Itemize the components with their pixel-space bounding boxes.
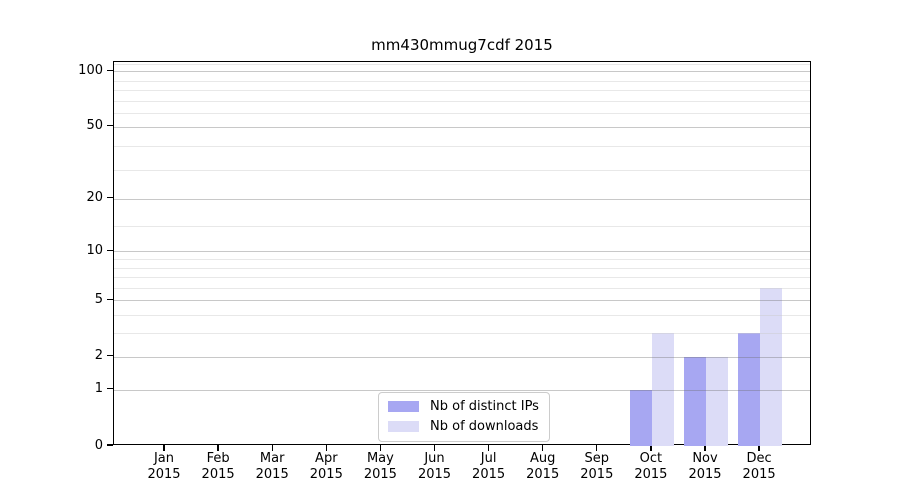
minor-gridline: [114, 287, 810, 289]
x-tick-label-sep: Sep 2015: [580, 451, 614, 482]
x-tick-mark-apr: [325, 445, 327, 451]
x-tick-mark-aug: [542, 445, 544, 451]
minor-gridline: [114, 80, 810, 82]
x-tick-label-nov: Nov 2015: [688, 451, 722, 482]
y-tick-mark: [107, 249, 113, 251]
major-gridline-50: [114, 126, 810, 128]
x-tick-label-oct: Oct 2015: [634, 451, 668, 482]
x-tick-mark-oct: [650, 445, 652, 451]
major-gridline-5: [114, 300, 810, 302]
y-tick-mark: [107, 125, 113, 127]
y-tick-label-5: 5: [94, 291, 103, 307]
legend-box: Nb of distinct IPs Nb of downloads: [378, 392, 550, 442]
x-tick-label-may: May 2015: [363, 451, 397, 482]
x-tick-mark-jun: [433, 445, 436, 451]
major-gridline-100: [114, 71, 810, 73]
x-tick-mark-jan: [163, 445, 165, 451]
bar-downloads-dec: [760, 287, 783, 446]
y-tick-mark: [107, 69, 113, 71]
x-tick-label-jun: Jun 2015: [417, 451, 452, 482]
legend-swatch-downloads: [388, 421, 419, 432]
x-tick-mark-nov: [704, 445, 706, 451]
minor-gridline: [114, 169, 810, 171]
major-gridline-1: [114, 389, 810, 391]
x-tick-label-mar: Mar 2015: [255, 451, 289, 482]
y-tick-label-50: 50: [86, 118, 103, 134]
minor-gridline: [114, 333, 810, 335]
y-tick-label-2: 2: [94, 348, 103, 364]
minor-gridline: [114, 100, 810, 102]
minor-gridline: [114, 226, 810, 228]
y-tick-label-10: 10: [86, 242, 103, 258]
minor-gridline: [114, 146, 810, 148]
y-tick-label-1: 1: [94, 381, 103, 397]
x-tick-mark-dec: [758, 445, 760, 451]
x-tick-mark-sep: [596, 445, 598, 451]
y-tick-mark: [107, 444, 113, 446]
bar-distinct-ips-dec: [738, 333, 761, 446]
legend-item-distinct-ips: Nb of distinct IPs: [388, 398, 539, 415]
chart-title: mm430mmug7cdf 2015: [371, 36, 553, 54]
x-tick-mark-feb: [217, 445, 219, 451]
x-tick-label-jan: Jan 2015: [147, 451, 181, 482]
y-tick-label-100: 100: [78, 62, 103, 78]
x-tick-label-aug: Aug 2015: [526, 451, 560, 482]
minor-gridline: [114, 64, 810, 66]
minor-gridline: [114, 267, 810, 269]
y-tick-label-20: 20: [86, 190, 103, 206]
major-gridline-10: [114, 251, 810, 253]
bar-downloads-nov: [706, 356, 728, 446]
x-tick-mark-jul: [487, 445, 490, 451]
bar-distinct-ips-oct: [629, 389, 652, 446]
minor-gridline: [114, 113, 810, 115]
minor-gridline: [114, 315, 810, 317]
legend-swatch-distinct-ips: [388, 401, 419, 412]
minor-gridline: [114, 259, 810, 260]
x-tick-label-apr: Apr 2015: [309, 451, 343, 482]
legend-item-downloads: Nb of downloads: [388, 418, 539, 435]
y-tick-mark: [107, 355, 113, 357]
x-tick-label-feb: Feb 2015: [201, 451, 235, 482]
x-tick-mark-mar: [271, 445, 273, 451]
x-tick-label-jul: Jul 2015: [472, 451, 506, 482]
minor-gridline: [114, 90, 810, 92]
x-tick-label-dec: Dec 2015: [742, 451, 776, 482]
y-tick-mark: [107, 388, 113, 390]
plot-area: Nb of distinct IPs Nb of downloads: [113, 61, 811, 446]
legend-label-distinct-ips: Nb of distinct IPs: [430, 399, 539, 414]
minor-gridline: [114, 277, 810, 279]
major-gridline-2: [114, 356, 810, 358]
x-tick-mark-may: [379, 445, 382, 451]
y-tick-mark: [107, 298, 113, 301]
y-tick-label-0: 0: [94, 437, 103, 453]
bar-distinct-ips-nov: [684, 356, 706, 446]
major-gridline-20: [114, 198, 810, 200]
y-tick-mark: [107, 197, 113, 199]
bar-downloads-oct: [651, 333, 674, 446]
legend-label-downloads: Nb of downloads: [430, 419, 539, 434]
